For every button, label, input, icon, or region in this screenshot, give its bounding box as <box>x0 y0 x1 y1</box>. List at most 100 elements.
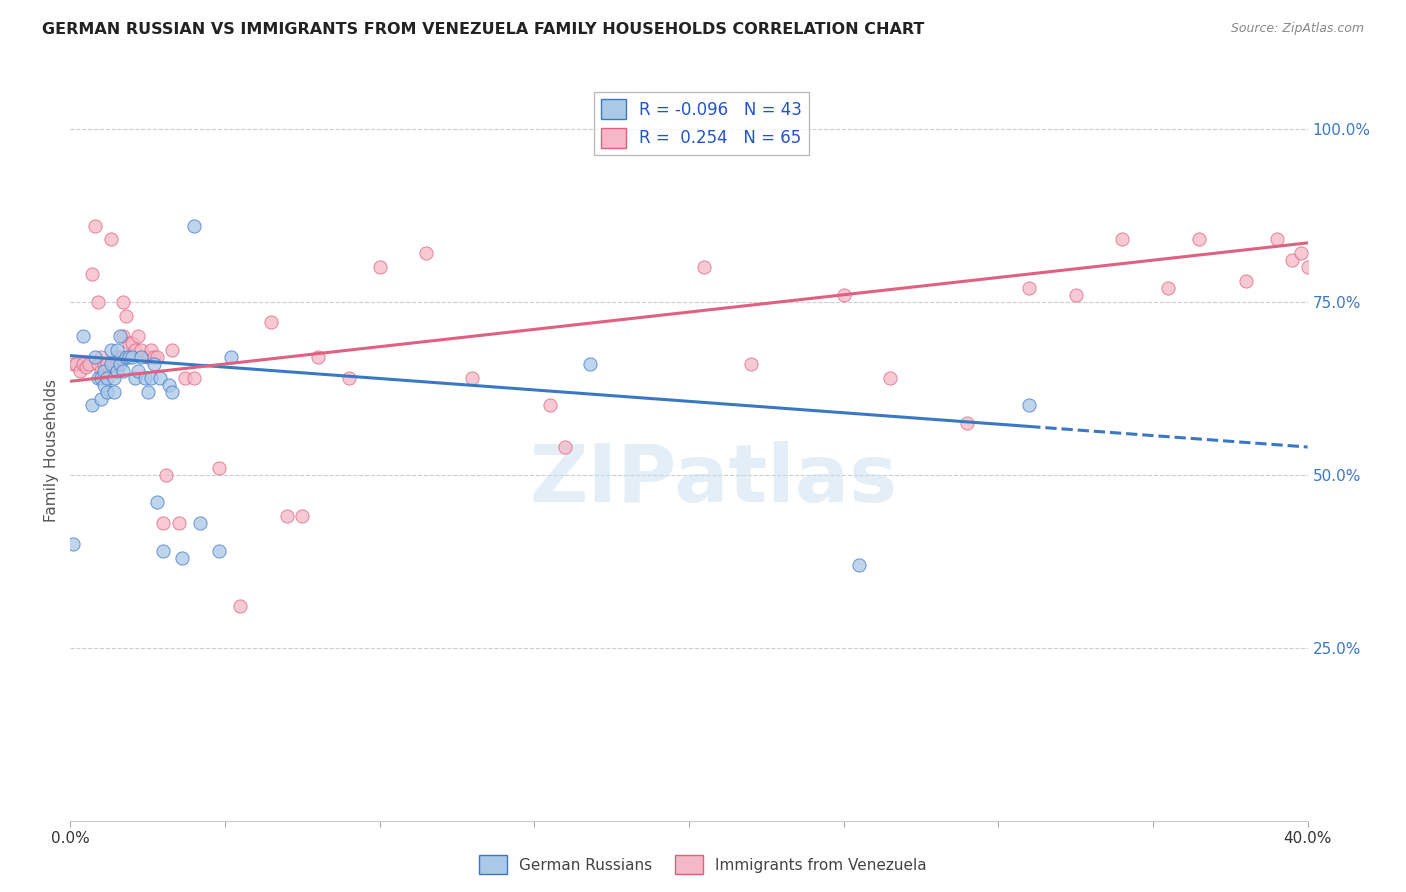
Point <box>121 350 143 364</box>
Point <box>956 416 979 430</box>
Point <box>554 440 576 454</box>
Point <box>127 329 149 343</box>
Point <box>139 371 162 385</box>
Point <box>103 357 125 371</box>
Point <box>111 364 134 378</box>
Point <box>461 371 484 385</box>
Point <box>260 315 283 329</box>
Point <box>157 377 180 392</box>
Point <box>127 364 149 378</box>
Point <box>62 537 84 551</box>
Point <box>121 336 143 351</box>
Point <box>93 377 115 392</box>
Point <box>124 343 146 358</box>
Point <box>103 384 125 399</box>
Point <box>415 246 437 260</box>
Point <box>65 357 87 371</box>
Point <box>90 364 112 378</box>
Point <box>103 371 125 385</box>
Point <box>80 399 103 413</box>
Point <box>155 467 177 482</box>
Point <box>142 350 165 364</box>
Point <box>1018 281 1040 295</box>
Point <box>72 357 94 371</box>
Point <box>93 357 115 371</box>
Point <box>368 260 391 274</box>
Point <box>1064 287 1087 301</box>
Point <box>111 294 134 309</box>
Point <box>87 357 110 371</box>
Point <box>188 516 211 530</box>
Point <box>90 371 112 385</box>
Point <box>142 357 165 371</box>
Point <box>136 384 159 399</box>
Point <box>131 343 153 358</box>
Point <box>229 599 252 614</box>
Point <box>96 371 118 385</box>
Point <box>337 371 360 385</box>
Point <box>84 219 107 233</box>
Point <box>183 371 205 385</box>
Point <box>118 350 141 364</box>
Point <box>105 350 128 364</box>
Point <box>108 357 131 371</box>
Point <box>100 357 122 371</box>
Text: GERMAN RUSSIAN VS IMMIGRANTS FROM VENEZUELA FAMILY HOUSEHOLDS CORRELATION CHART: GERMAN RUSSIAN VS IMMIGRANTS FROM VENEZU… <box>42 22 925 37</box>
Point <box>1018 399 1040 413</box>
Point <box>1157 281 1180 295</box>
Point <box>69 364 91 378</box>
Point <box>87 294 110 309</box>
Point <box>100 232 122 246</box>
Point <box>1281 253 1303 268</box>
Point <box>105 364 128 378</box>
Point <box>136 350 159 364</box>
Point <box>538 399 561 413</box>
Point <box>105 357 128 371</box>
Point <box>173 371 195 385</box>
Point <box>115 350 138 364</box>
Point <box>72 329 94 343</box>
Point <box>96 384 118 399</box>
Point <box>149 371 172 385</box>
Point <box>848 558 870 572</box>
Point <box>693 260 716 274</box>
Point <box>579 357 602 371</box>
Point <box>93 364 115 378</box>
Point <box>139 343 162 358</box>
Point <box>291 509 314 524</box>
Text: ZIPatlas: ZIPatlas <box>530 441 898 519</box>
Point <box>105 343 128 358</box>
Point <box>170 550 193 565</box>
Point <box>75 360 97 375</box>
Legend: R = -0.096   N = 43, R =  0.254   N = 65: R = -0.096 N = 43, R = 0.254 N = 65 <box>595 92 808 154</box>
Point <box>208 543 231 558</box>
Point <box>146 495 169 509</box>
Point <box>219 350 242 364</box>
Point <box>1265 232 1288 246</box>
Point <box>90 392 112 406</box>
Point <box>84 350 107 364</box>
Point <box>136 350 159 364</box>
Point <box>100 343 122 358</box>
Text: Source: ZipAtlas.com: Source: ZipAtlas.com <box>1230 22 1364 36</box>
Point <box>62 357 84 371</box>
Point <box>146 350 169 364</box>
Point <box>183 219 205 233</box>
Point <box>134 371 156 385</box>
Point <box>87 371 110 385</box>
Point <box>111 329 134 343</box>
Point <box>118 336 141 351</box>
Point <box>162 384 184 399</box>
Point <box>152 516 174 530</box>
Point <box>108 350 131 364</box>
Point <box>96 357 118 371</box>
Point <box>1111 232 1133 246</box>
Point <box>77 357 100 371</box>
Point <box>208 460 231 475</box>
Point <box>740 357 762 371</box>
Point <box>152 543 174 558</box>
Legend: German Russians, Immigrants from Venezuela: German Russians, Immigrants from Venezue… <box>474 849 932 880</box>
Point <box>1234 274 1257 288</box>
Point <box>108 329 131 343</box>
Point <box>167 516 190 530</box>
